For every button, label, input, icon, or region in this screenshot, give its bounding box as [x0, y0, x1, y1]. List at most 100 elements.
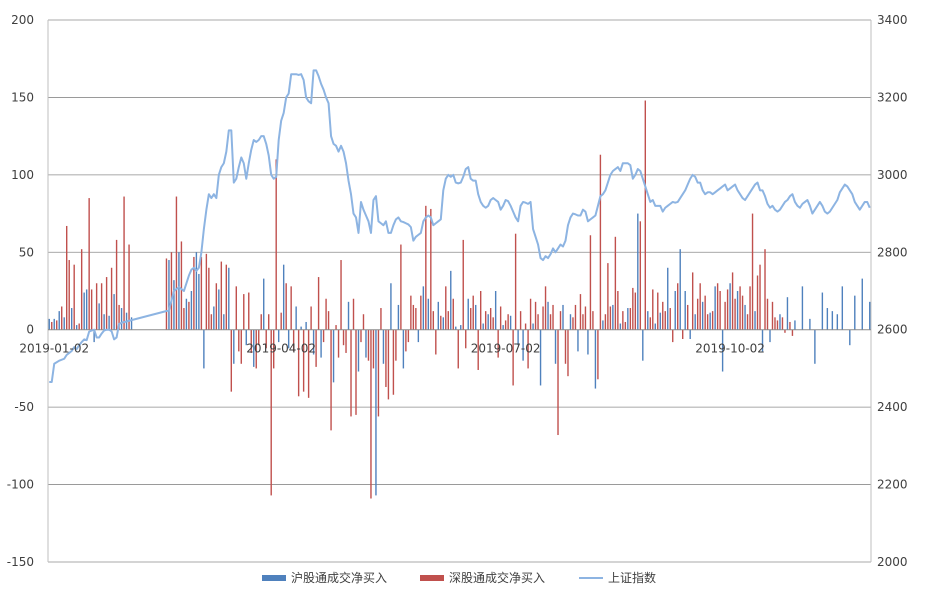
bar-sz [407, 329, 410, 343]
bar-sz [669, 308, 671, 330]
bar-sz [68, 260, 70, 330]
bar-sz [110, 267, 113, 330]
bar-sz [377, 329, 380, 417]
bar-sz [691, 272, 694, 330]
bar-sz [392, 329, 395, 395]
bar-sh [53, 318, 55, 330]
bar-sz [180, 241, 183, 330]
bar-sh [85, 289, 88, 330]
y-right-tick-label: 2800 [877, 245, 908, 259]
bar-sh [809, 318, 811, 330]
bar-sz [527, 329, 529, 369]
bar-sh [287, 329, 290, 349]
bar-sz [552, 304, 554, 330]
grid [47, 19, 872, 563]
bar-sz [519, 311, 522, 330]
bar-sz [791, 329, 794, 336]
bar-sz [624, 321, 627, 330]
bar-sz [634, 292, 637, 330]
bar-sh [83, 292, 85, 330]
bar-sz [248, 292, 250, 330]
bar-sz [766, 298, 769, 330]
bar-sz [756, 275, 759, 330]
bar-sh [701, 301, 704, 330]
bar-sz [380, 308, 382, 330]
bar-sh [113, 294, 115, 330]
bar-sz [512, 329, 514, 386]
bar-sz [415, 308, 417, 330]
bar-sz [557, 329, 559, 436]
bar-sz [425, 205, 427, 330]
bar-sh [190, 291, 193, 330]
bar-sh [357, 329, 360, 372]
bar-sz [400, 244, 402, 330]
bar-sz [360, 329, 362, 343]
bar-sz [529, 298, 532, 330]
x-tick-label: 2019-07-02 [471, 342, 541, 356]
bar-sz [302, 329, 305, 392]
bar-sz [90, 289, 93, 330]
bar-sz [537, 314, 539, 330]
bar-sh [761, 329, 764, 352]
bar-sh [794, 320, 796, 330]
bar-sz [549, 314, 552, 330]
bar-sh [467, 298, 469, 330]
bar-sz [430, 208, 432, 330]
bar-sh [517, 329, 519, 346]
bar-sz [410, 295, 412, 330]
bar-sz [507, 314, 509, 330]
bar-sz [677, 283, 679, 330]
bar-sz [741, 295, 744, 330]
bar-sh [637, 213, 639, 330]
bar-sz [734, 298, 736, 330]
bar-sh [769, 329, 771, 343]
bar-sh [108, 315, 110, 330]
bar-sz [746, 314, 749, 330]
bar-sh [836, 314, 839, 330]
bar-sh [714, 286, 716, 330]
bar-sh [831, 311, 834, 330]
bar-sz [317, 277, 320, 330]
bar-sh [228, 267, 230, 330]
legend-swatch [420, 575, 444, 581]
bar-sz [310, 306, 312, 330]
bar-sh [502, 325, 504, 330]
bar-sh [218, 289, 220, 330]
bar-sh [539, 329, 542, 386]
bar-sz [597, 329, 599, 380]
bar-sh [305, 321, 307, 330]
legend: 沪股通成交净买入 深股通成交净买入 上证指数 [262, 570, 656, 585]
bar-sh [487, 314, 489, 330]
bar-sh [460, 325, 462, 330]
bar-sz [350, 329, 352, 417]
bar-sz [105, 277, 108, 330]
bar-sz [726, 289, 729, 330]
bar-sh [642, 329, 644, 361]
line-series [49, 69, 871, 383]
bar-sz [759, 264, 761, 330]
bar-sh [869, 301, 871, 330]
bar-sh [173, 280, 175, 330]
bar-sh [689, 329, 691, 340]
bar-sz [524, 323, 527, 330]
bar-sz [61, 306, 63, 330]
bar-sz [489, 308, 492, 330]
bar-sh [849, 329, 851, 346]
bar-sz [629, 308, 632, 330]
bar-sh [602, 320, 604, 330]
bar-sz [484, 311, 487, 330]
bar-sz [774, 317, 776, 330]
bar-sz [66, 225, 68, 330]
bar-sz [499, 306, 502, 330]
bar-sh [587, 329, 589, 355]
bar-sz [367, 329, 370, 361]
bar-sz [534, 301, 537, 330]
bar-sh [130, 317, 133, 330]
bar-sz [387, 329, 390, 400]
bar-sz [340, 260, 342, 330]
bar-sz [88, 198, 90, 330]
bar-sh [402, 329, 405, 369]
bar-sz [470, 308, 472, 330]
bar-sz [432, 311, 435, 330]
